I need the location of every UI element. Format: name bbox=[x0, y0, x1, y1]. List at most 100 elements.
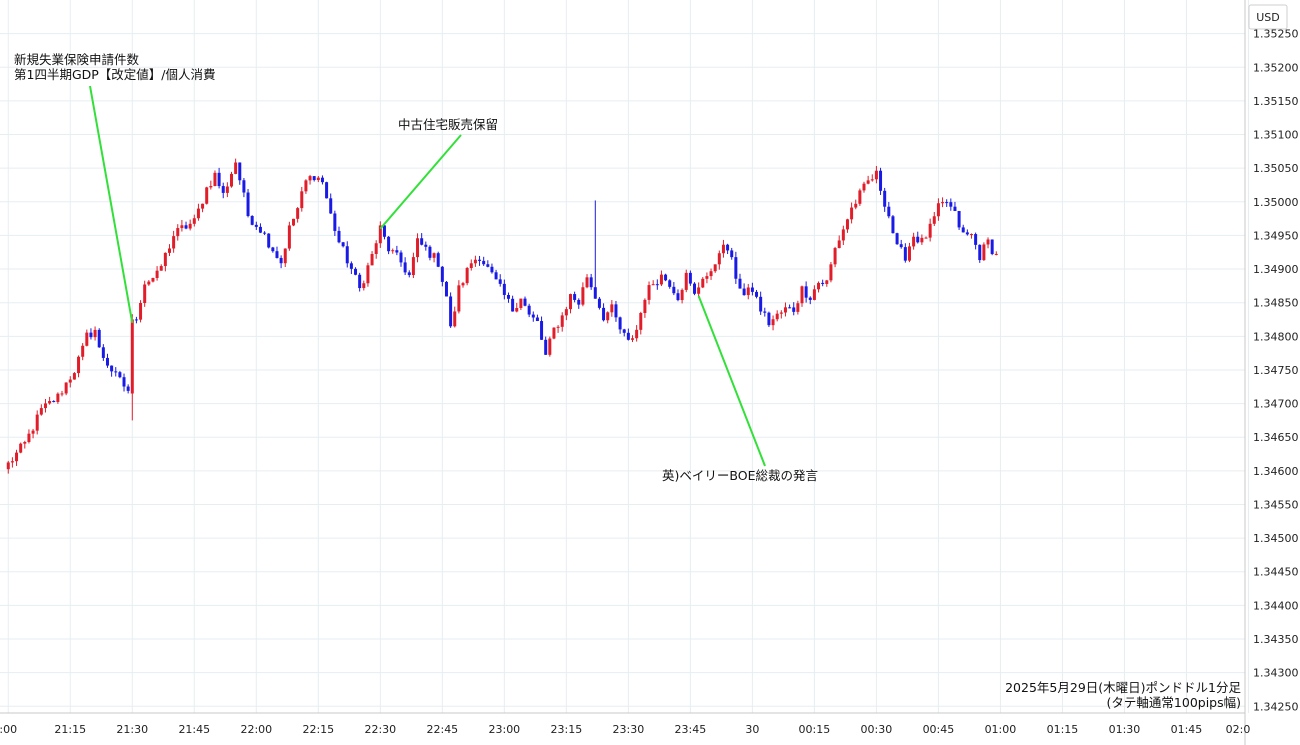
candle bbox=[176, 224, 180, 241]
candle bbox=[945, 199, 949, 207]
candle bbox=[68, 376, 72, 388]
candle bbox=[684, 269, 688, 293]
x-tick-label: :00 bbox=[0, 723, 17, 736]
candle bbox=[122, 373, 126, 392]
candle bbox=[651, 280, 655, 286]
annotation-leader bbox=[379, 134, 462, 230]
candle bbox=[453, 306, 457, 328]
candle bbox=[614, 300, 618, 322]
candle bbox=[974, 232, 978, 250]
candle bbox=[825, 279, 829, 287]
candle bbox=[573, 291, 577, 303]
candle bbox=[734, 251, 738, 284]
candle bbox=[659, 270, 663, 287]
x-tick-label: 21:30 bbox=[116, 723, 148, 736]
candle bbox=[771, 315, 775, 331]
candle bbox=[143, 280, 147, 307]
candle bbox=[416, 233, 420, 263]
candle bbox=[35, 410, 39, 435]
candle bbox=[693, 282, 697, 296]
candle bbox=[246, 189, 250, 218]
candle bbox=[969, 233, 973, 239]
candle bbox=[912, 232, 916, 250]
candle bbox=[899, 239, 903, 249]
y-tick-label: 1.34550 bbox=[1253, 498, 1299, 511]
annotation: 中古住宅販売保留 bbox=[379, 117, 498, 230]
candle bbox=[395, 245, 399, 256]
candle bbox=[540, 316, 544, 340]
candle bbox=[527, 303, 531, 318]
candle bbox=[320, 175, 324, 185]
candle bbox=[349, 261, 353, 275]
candle bbox=[258, 223, 262, 234]
y-tick-label: 1.35250 bbox=[1253, 28, 1299, 41]
caption-line: 2025年5月29日(木曜日)ポンドドル1分足 bbox=[1005, 680, 1241, 695]
y-tick-label: 1.35000 bbox=[1253, 196, 1299, 209]
y-tick-label: 1.34750 bbox=[1253, 364, 1299, 377]
candle bbox=[511, 295, 515, 312]
candle bbox=[643, 298, 647, 318]
y-tick-label: 1.34300 bbox=[1253, 667, 1299, 680]
candle bbox=[209, 180, 213, 190]
candle bbox=[424, 241, 428, 251]
candle bbox=[304, 179, 308, 194]
candle bbox=[407, 270, 411, 278]
candle bbox=[105, 353, 109, 368]
candle bbox=[292, 218, 296, 227]
candle bbox=[77, 355, 81, 378]
x-tick-label: 00:15 bbox=[799, 723, 831, 736]
candle bbox=[411, 252, 415, 279]
candle bbox=[916, 231, 920, 244]
candle bbox=[325, 181, 329, 199]
y-tick-label: 1.34900 bbox=[1253, 263, 1299, 276]
x-tick-label: 22:30 bbox=[364, 723, 396, 736]
annotation: 英)ベイリーBOE総裁の発言 bbox=[662, 295, 818, 483]
y-axis-ticks: 1.35250 1.35200 1.35150 1.35100 1.35050 1.350… bbox=[1253, 28, 1299, 714]
candle bbox=[895, 232, 899, 245]
candle bbox=[354, 267, 358, 276]
x-tick-label: 22:00 bbox=[240, 723, 272, 736]
x-tick-label: 30 bbox=[745, 723, 759, 736]
candle bbox=[775, 310, 779, 322]
vertical-gridlines bbox=[7, 0, 1249, 713]
candle bbox=[428, 245, 432, 261]
candle bbox=[928, 218, 932, 242]
y-tick-label: 1.34800 bbox=[1253, 330, 1299, 343]
candle bbox=[986, 237, 990, 249]
currency-label: USD bbox=[1256, 11, 1280, 24]
x-tick-label: 23:30 bbox=[613, 723, 645, 736]
candle bbox=[705, 272, 709, 284]
candle bbox=[64, 382, 68, 396]
candle bbox=[833, 246, 837, 268]
x-tick-label: 23:15 bbox=[551, 723, 583, 736]
candle bbox=[43, 398, 47, 413]
candle bbox=[750, 282, 754, 296]
candle bbox=[755, 289, 759, 299]
candle bbox=[850, 202, 854, 224]
candle bbox=[676, 289, 680, 302]
y-tick-label: 1.35150 bbox=[1253, 95, 1299, 108]
candle bbox=[502, 279, 506, 300]
candle bbox=[52, 400, 56, 403]
candle bbox=[205, 186, 209, 205]
y-tick-label: 1.34500 bbox=[1253, 532, 1299, 545]
candle bbox=[312, 176, 316, 182]
candle bbox=[887, 201, 891, 219]
candle bbox=[610, 300, 614, 317]
horizontal-gridlines bbox=[0, 33, 1245, 707]
candle bbox=[845, 218, 849, 233]
x-tick-label: 01:30 bbox=[1109, 723, 1141, 736]
candle bbox=[89, 328, 93, 340]
candle bbox=[672, 282, 676, 296]
candle bbox=[854, 199, 858, 210]
y-tick-label: 1.34400 bbox=[1253, 599, 1299, 612]
y-tick-label: 1.34650 bbox=[1253, 431, 1299, 444]
candle bbox=[721, 239, 725, 258]
candle bbox=[622, 328, 626, 337]
candle bbox=[399, 250, 403, 267]
candle bbox=[254, 221, 258, 230]
annotation-text: 中古住宅販売保留 bbox=[398, 117, 498, 132]
candle bbox=[531, 311, 535, 322]
candle bbox=[345, 241, 349, 268]
annotation-text: 英)ベイリーBOE総裁の発言 bbox=[662, 468, 818, 483]
